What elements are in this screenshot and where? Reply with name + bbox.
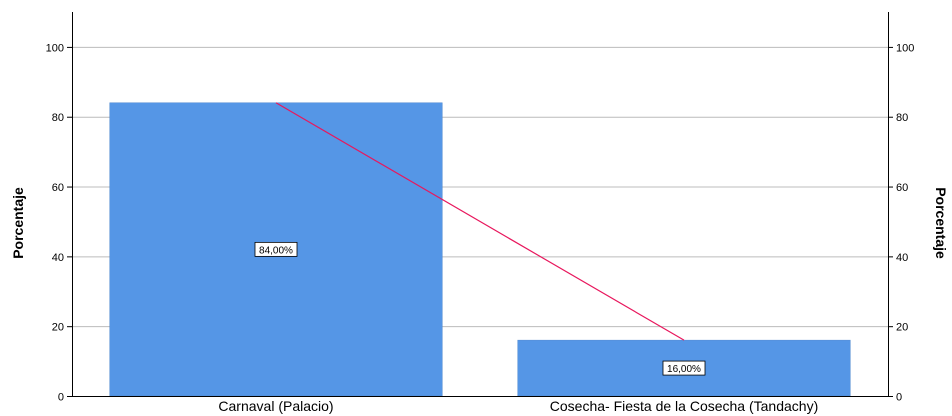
- x-axis-categories: Carnaval (Palacio) Cosecha- Fiesta de la …: [218, 398, 818, 414]
- data-label-box: [662, 360, 706, 376]
- y-axis-right-title: Porcentaje: [933, 187, 949, 259]
- y-tick-label-left: 100: [46, 42, 64, 54]
- data-label: 16,00%: [667, 364, 701, 375]
- y-tick-label-right: 0: [896, 392, 902, 404]
- x-category-label: Carnaval (Palacio): [218, 398, 333, 414]
- y-tick-label-left: 60: [52, 182, 64, 194]
- y-tick-label-right: 20: [896, 322, 908, 334]
- y-axis-left-title: Porcentaje: [10, 187, 26, 259]
- y-tick-label-right: 100: [896, 42, 914, 54]
- data-label: 84,00%: [259, 245, 293, 256]
- y-tick-label-left: 20: [52, 322, 64, 334]
- y-axis-right-ticks: 0 20 40 60 80 100: [888, 42, 914, 404]
- y-tick-label-right: 80: [896, 112, 908, 124]
- data-labels: 84,00% 16,00%: [254, 241, 706, 376]
- y-tick-label-right: 40: [896, 252, 908, 264]
- line-segment: [275, 102, 685, 341]
- pareto-line: [275, 102, 685, 341]
- y-tick-label-right: 60: [896, 182, 908, 194]
- x-category-label: Cosecha- Fiesta de la Cosecha (Tandachy): [550, 398, 818, 414]
- y-tick-label-left: 80: [52, 112, 64, 124]
- data-label-box: [254, 241, 298, 257]
- y-tick-label-left: 40: [52, 252, 64, 264]
- y-axis-left-ticks: 0 20 40 60 80 100: [46, 42, 72, 404]
- y-tick-label-left: 0: [58, 392, 64, 404]
- bars: [109, 102, 851, 397]
- axes: [72, 12, 889, 397]
